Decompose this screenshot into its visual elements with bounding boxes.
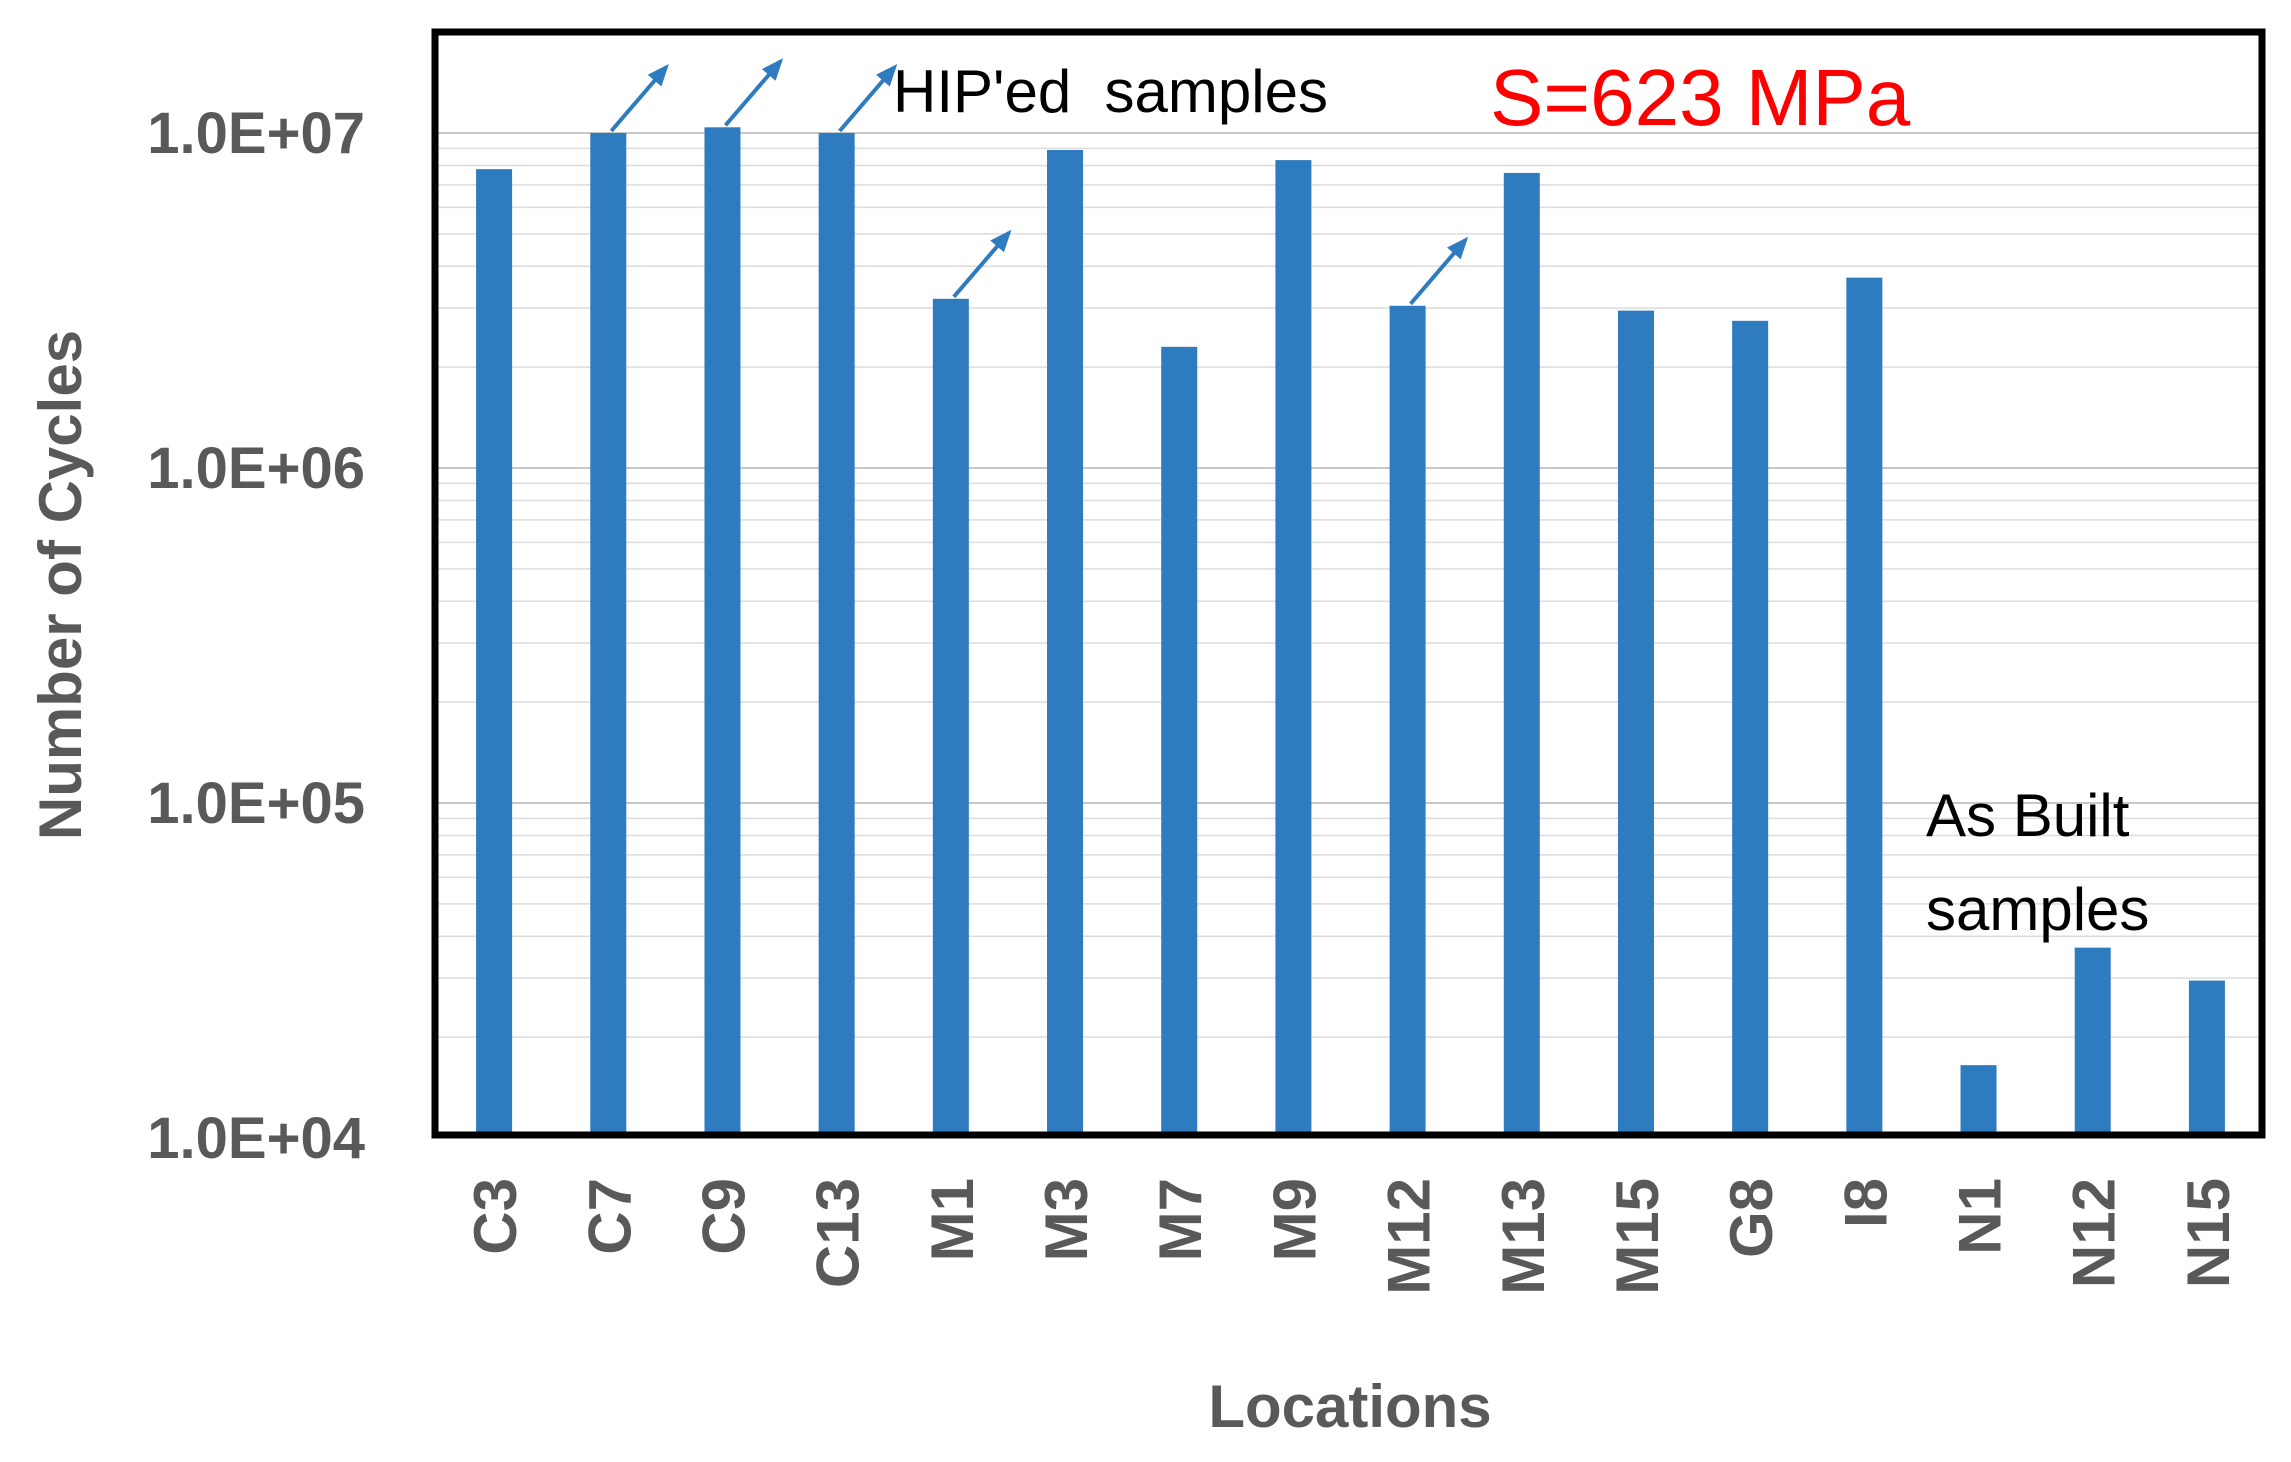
bar-c9 xyxy=(704,127,741,1136)
x-axis-title: Locations xyxy=(1208,1373,1491,1440)
x-tick-label: M9 xyxy=(1261,1178,1328,1261)
runout-arrows xyxy=(609,58,1469,306)
plot-frame xyxy=(431,28,2266,1139)
x-tick-label: G8 xyxy=(1718,1178,1785,1258)
runout-arrow-head xyxy=(647,63,669,87)
y-axis-title: Number of Cycles xyxy=(27,330,94,840)
x-tick-label: M3 xyxy=(1033,1178,1100,1261)
x-tick-labels: C3 C7 C9 C13 M1 M3 M7 M9 M12 M13 M15 G8 I8 N1 N12 N15 xyxy=(462,1178,2242,1295)
x-tick-label: C3 xyxy=(462,1178,529,1255)
hiped-samples-annotation: HIP'ed samples xyxy=(893,58,1328,125)
x-tick-label: M13 xyxy=(1490,1178,1557,1295)
x-tick-label: C13 xyxy=(805,1178,872,1288)
x-tick-label: M7 xyxy=(1147,1178,1214,1261)
x-tick-label: I8 xyxy=(1832,1178,1899,1228)
y-tick-labels: 1.0E+04 1.0E+05 1.0E+06 1.0E+07 xyxy=(147,101,365,1171)
runout-arrow-head xyxy=(761,58,784,81)
bar-m1 xyxy=(932,298,969,1135)
x-tick-label: M1 xyxy=(919,1178,986,1261)
bar-m9 xyxy=(1275,160,1312,1136)
bar-m15 xyxy=(1617,310,1654,1135)
bar-c13 xyxy=(818,133,855,1135)
x-tick-label: M15 xyxy=(1604,1178,1671,1295)
bar-m3 xyxy=(1047,149,1084,1135)
y-tick-label: 1.0E+07 xyxy=(147,101,365,166)
bar-c7 xyxy=(590,133,627,1135)
bar-n12 xyxy=(2074,947,2111,1135)
bars xyxy=(476,127,2225,1136)
x-tick-label: N15 xyxy=(2175,1178,2242,1288)
x-tick-label: M12 xyxy=(1376,1178,1443,1295)
runout-arrow-head xyxy=(1447,236,1469,260)
bar-m13 xyxy=(1503,172,1540,1136)
x-tick-label: C7 xyxy=(576,1178,643,1255)
y-tick-label: 1.0E+06 xyxy=(147,436,365,501)
bar-n15 xyxy=(2188,980,2225,1135)
as-built-annotation-line2: samples xyxy=(1926,876,2149,943)
bar-i8 xyxy=(1846,277,1883,1135)
bar-c3 xyxy=(476,169,513,1135)
x-tick-label: N12 xyxy=(2061,1178,2128,1288)
bar-g8 xyxy=(1732,320,1769,1135)
bar-m7 xyxy=(1161,346,1198,1135)
stress-annotation: S=623 MPa xyxy=(1490,53,1911,142)
y-tick-label: 1.0E+04 xyxy=(147,1106,365,1171)
y-tick-label: 1.0E+05 xyxy=(147,771,365,836)
runout-arrow-head xyxy=(876,63,898,87)
bar-m12 xyxy=(1389,305,1426,1136)
x-tick-label: C9 xyxy=(690,1178,757,1255)
as-built-annotation-line1: As Built xyxy=(1926,782,2130,849)
bar-n1 xyxy=(1960,1065,1997,1135)
runout-arrow-head xyxy=(990,229,1012,253)
x-tick-label: N1 xyxy=(1947,1178,2014,1255)
